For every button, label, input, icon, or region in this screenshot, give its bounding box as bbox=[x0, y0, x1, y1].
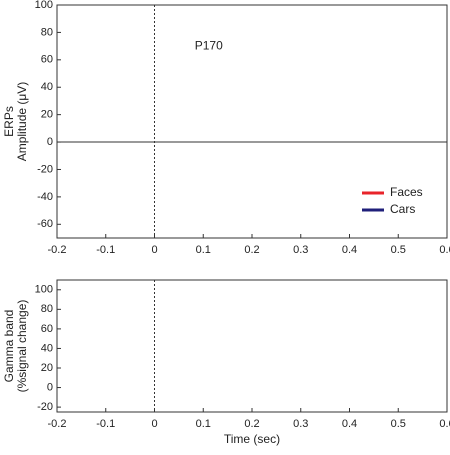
series-band bbox=[57, 46, 447, 211]
x-tick-label: 0.4 bbox=[342, 244, 357, 256]
y-tick-label: 80 bbox=[41, 26, 53, 38]
y-tick-label: -20 bbox=[37, 401, 53, 413]
legend-label: Faces bbox=[390, 185, 423, 199]
y-axis-label: (%signal change) bbox=[15, 300, 29, 393]
x-tick-label: -0.2 bbox=[48, 418, 67, 430]
x-tick-label: 0.1 bbox=[196, 244, 211, 256]
series-band bbox=[57, 344, 447, 393]
series-line bbox=[57, 295, 447, 400]
annotation: P170 bbox=[195, 38, 223, 52]
series-line bbox=[57, 60, 447, 231]
x-tick-label: 0.6 bbox=[439, 244, 450, 256]
y-axis-label: Gamma band bbox=[2, 310, 16, 383]
y-tick-label: -20 bbox=[37, 163, 53, 175]
plot-frame bbox=[56, 279, 448, 413]
legend-label: Cars bbox=[390, 202, 415, 216]
x-tick-label: 0.3 bbox=[293, 244, 308, 256]
x-tick-label: 0.6 bbox=[439, 418, 450, 430]
y-tick-label: 20 bbox=[41, 362, 53, 374]
y-axis-label: Amplitude (μV) bbox=[15, 82, 29, 162]
y-tick-label: 60 bbox=[41, 323, 53, 335]
x-tick-label: 0.4 bbox=[342, 418, 357, 430]
series-line bbox=[57, 344, 447, 393]
x-tick-label: 0.2 bbox=[244, 418, 259, 430]
y-tick-label: 80 bbox=[41, 303, 53, 315]
x-tick-label: 0.2 bbox=[244, 244, 259, 256]
x-tick-label: -0.1 bbox=[96, 418, 115, 430]
y-tick-label: 0 bbox=[47, 381, 53, 393]
x-tick-label: 0 bbox=[151, 418, 157, 430]
y-tick-label: 20 bbox=[41, 109, 53, 121]
x-tick-label: 0.3 bbox=[293, 418, 308, 430]
y-tick-label: 0 bbox=[47, 136, 53, 148]
y-tick-label: 40 bbox=[41, 342, 53, 354]
x-tick-label: 0.5 bbox=[391, 418, 406, 430]
x-tick-label: -0.1 bbox=[96, 244, 115, 256]
x-axis-label: Time (sec) bbox=[224, 432, 280, 446]
x-tick-label: 0.1 bbox=[196, 418, 211, 430]
x-tick-label: 0 bbox=[151, 244, 157, 256]
plot-frame bbox=[56, 4, 448, 239]
series-band bbox=[57, 295, 447, 400]
y-tick-label: 60 bbox=[41, 54, 53, 66]
y-tick-label: 40 bbox=[41, 81, 53, 93]
y-axis-label: ERPs bbox=[2, 106, 16, 137]
y-tick-label: 100 bbox=[35, 284, 53, 296]
y-tick-label: 100 bbox=[35, 0, 53, 11]
series-band bbox=[57, 60, 447, 231]
y-tick-label: -60 bbox=[37, 218, 53, 230]
y-tick-label: -40 bbox=[37, 191, 53, 203]
series-line bbox=[57, 46, 447, 211]
x-tick-label: 0.5 bbox=[391, 244, 406, 256]
x-tick-label: -0.2 bbox=[48, 244, 67, 256]
